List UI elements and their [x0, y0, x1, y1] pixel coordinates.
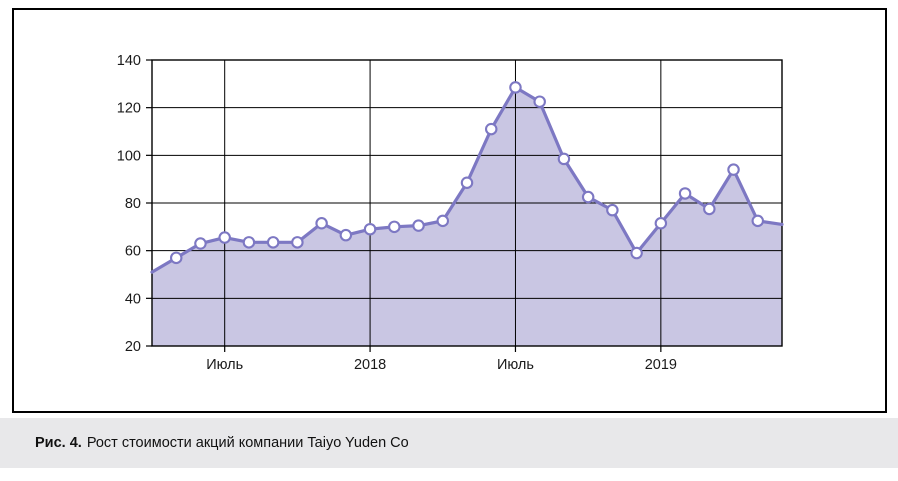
data-point-marker [484, 122, 498, 136]
y-axis-label: 60 [125, 244, 141, 260]
y-axis-label: 140 [117, 53, 141, 69]
y-axis-label: 120 [117, 101, 141, 117]
data-point-marker [630, 246, 643, 260]
data-point-marker [315, 217, 328, 230]
y-axis-label: 100 [117, 148, 141, 164]
data-point-marker [557, 152, 571, 166]
data-point-marker [533, 95, 546, 108]
stock-area-chart: 140 120 100 80 60 40 20 Июль 2018 Июль 2019 [117, 53, 784, 373]
y-axis-label: 80 [125, 196, 141, 212]
chart-frame: 140 120 100 80 60 40 20 Июль 2018 Июль 2019 [12, 8, 887, 413]
x-axis-label: 2018 [354, 357, 386, 373]
figure-caption-label: Рис. 4. [35, 435, 82, 451]
x-axis-label: Июль [206, 357, 243, 373]
data-point-marker [581, 190, 595, 204]
figure-caption: Рис. 4. Рост стоимости акций компании Ta… [0, 418, 898, 468]
data-point-marker [291, 236, 304, 249]
data-point-marker [654, 217, 668, 230]
x-axis-label: Июль [497, 357, 534, 373]
data-point-marker [363, 222, 377, 236]
data-point-marker [194, 237, 207, 250]
data-point-marker [266, 236, 280, 249]
data-point-marker [606, 203, 619, 217]
data-point-marker [339, 228, 353, 242]
data-point-marker [388, 220, 401, 234]
figure-caption-text: Рост стоимости акций компании Taiyo Yude… [86, 435, 409, 451]
data-point-marker [727, 163, 740, 176]
data-point-marker [436, 214, 450, 228]
data-point-marker [242, 236, 256, 249]
data-point-marker [703, 202, 716, 216]
data-point-marker [169, 251, 183, 265]
data-point-marker [509, 81, 522, 94]
y-axis-label: 20 [125, 339, 141, 355]
y-axis-label: 40 [125, 291, 141, 307]
area-fill [152, 87, 782, 347]
data-point-marker [460, 176, 474, 189]
plot-border [151, 59, 783, 347]
data-point-marker [412, 219, 425, 232]
x-axis-label: 2019 [645, 357, 677, 373]
data-point-marker [218, 231, 231, 244]
data-point-marker [678, 187, 692, 200]
data-point-marker [751, 214, 765, 228]
